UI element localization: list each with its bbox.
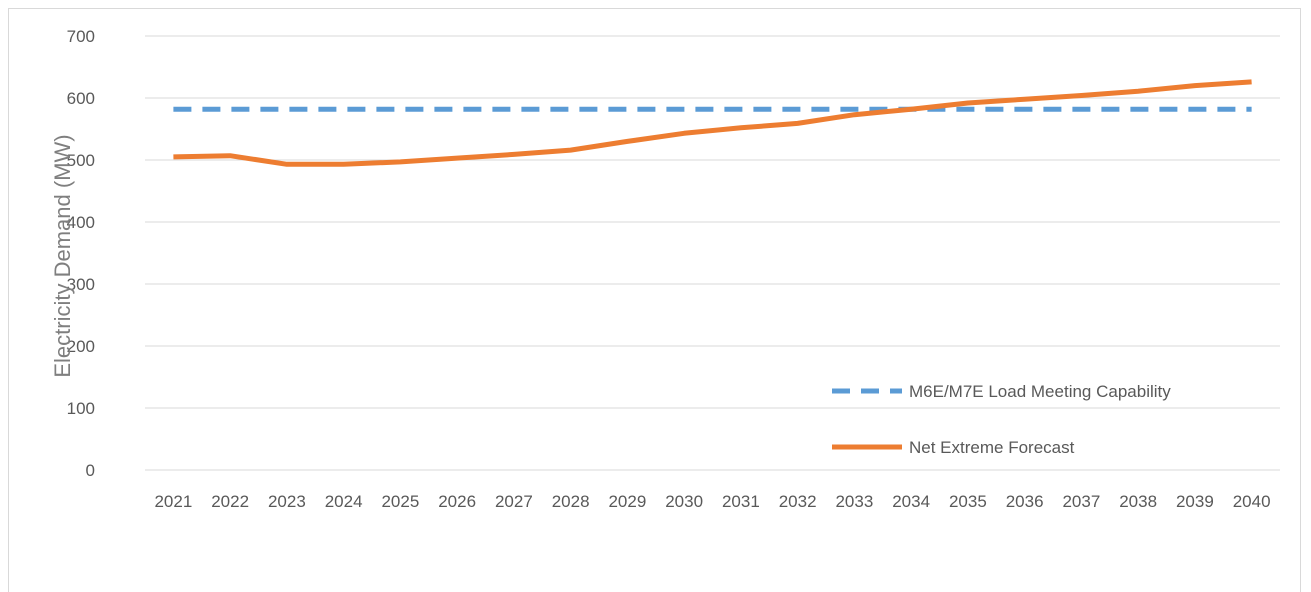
y-axis-ticks: 0 100 200 300 400 500 600 700 xyxy=(67,27,95,480)
x-tick-label: 2039 xyxy=(1176,492,1214,511)
x-tick-label: 2036 xyxy=(1006,492,1044,511)
y-tick-label: 500 xyxy=(67,151,95,170)
x-tick-label: 2026 xyxy=(438,492,476,511)
y-tick-label: 100 xyxy=(67,399,95,418)
legend-label-forecast: Net Extreme Forecast xyxy=(909,438,1075,457)
x-tick-label: 2037 xyxy=(1062,492,1100,511)
y-axis-title: Electricity Demand (MW) xyxy=(50,134,75,377)
series xyxy=(173,79,1252,167)
x-tick-label: 2035 xyxy=(949,492,987,511)
y-tick-label: 700 xyxy=(67,27,95,46)
y-tick-label: 300 xyxy=(67,275,95,294)
x-tick-label: 2038 xyxy=(1119,492,1157,511)
x-tick-label: 2022 xyxy=(211,492,249,511)
legend-label-capability: M6E/M7E Load Meeting Capability xyxy=(909,382,1171,401)
x-tick-label: 2032 xyxy=(779,492,817,511)
y-tick-label: 400 xyxy=(67,213,95,232)
x-tick-label: 2040 xyxy=(1233,492,1271,511)
chart-area xyxy=(8,8,1301,592)
x-tick-label: 2023 xyxy=(268,492,306,511)
x-tick-label: 2030 xyxy=(665,492,703,511)
y-tick-label: 600 xyxy=(67,89,95,108)
y-tick-label: 200 xyxy=(67,337,95,356)
gridlines xyxy=(145,35,1280,471)
series-line-forecast xyxy=(173,79,1252,167)
x-tick-label: 2025 xyxy=(381,492,419,511)
x-tick-label: 2031 xyxy=(722,492,760,511)
x-tick-label: 2033 xyxy=(835,492,873,511)
x-axis-ticks: 2021 2022 2023 2024 2025 2026 2027 2028 2029 2030… xyxy=(154,492,1270,511)
y-tick-label: 0 xyxy=(86,461,95,480)
x-tick-label: 2021 xyxy=(154,492,192,511)
x-tick-label: 2027 xyxy=(495,492,533,511)
x-tick-label: 2034 xyxy=(892,492,930,511)
x-tick-label: 2028 xyxy=(552,492,590,511)
x-tick-label: 2024 xyxy=(325,492,363,511)
legend: M6E/M7E Load Meeting Capability Net Extr… xyxy=(832,382,1171,457)
x-tick-label: 2029 xyxy=(608,492,646,511)
